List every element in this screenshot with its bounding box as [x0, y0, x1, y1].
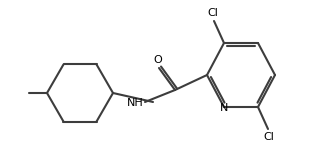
Text: N: N [220, 103, 228, 113]
Text: NH: NH [127, 98, 143, 108]
Text: Cl: Cl [208, 8, 218, 18]
Text: O: O [154, 55, 162, 65]
Text: Cl: Cl [264, 132, 275, 142]
